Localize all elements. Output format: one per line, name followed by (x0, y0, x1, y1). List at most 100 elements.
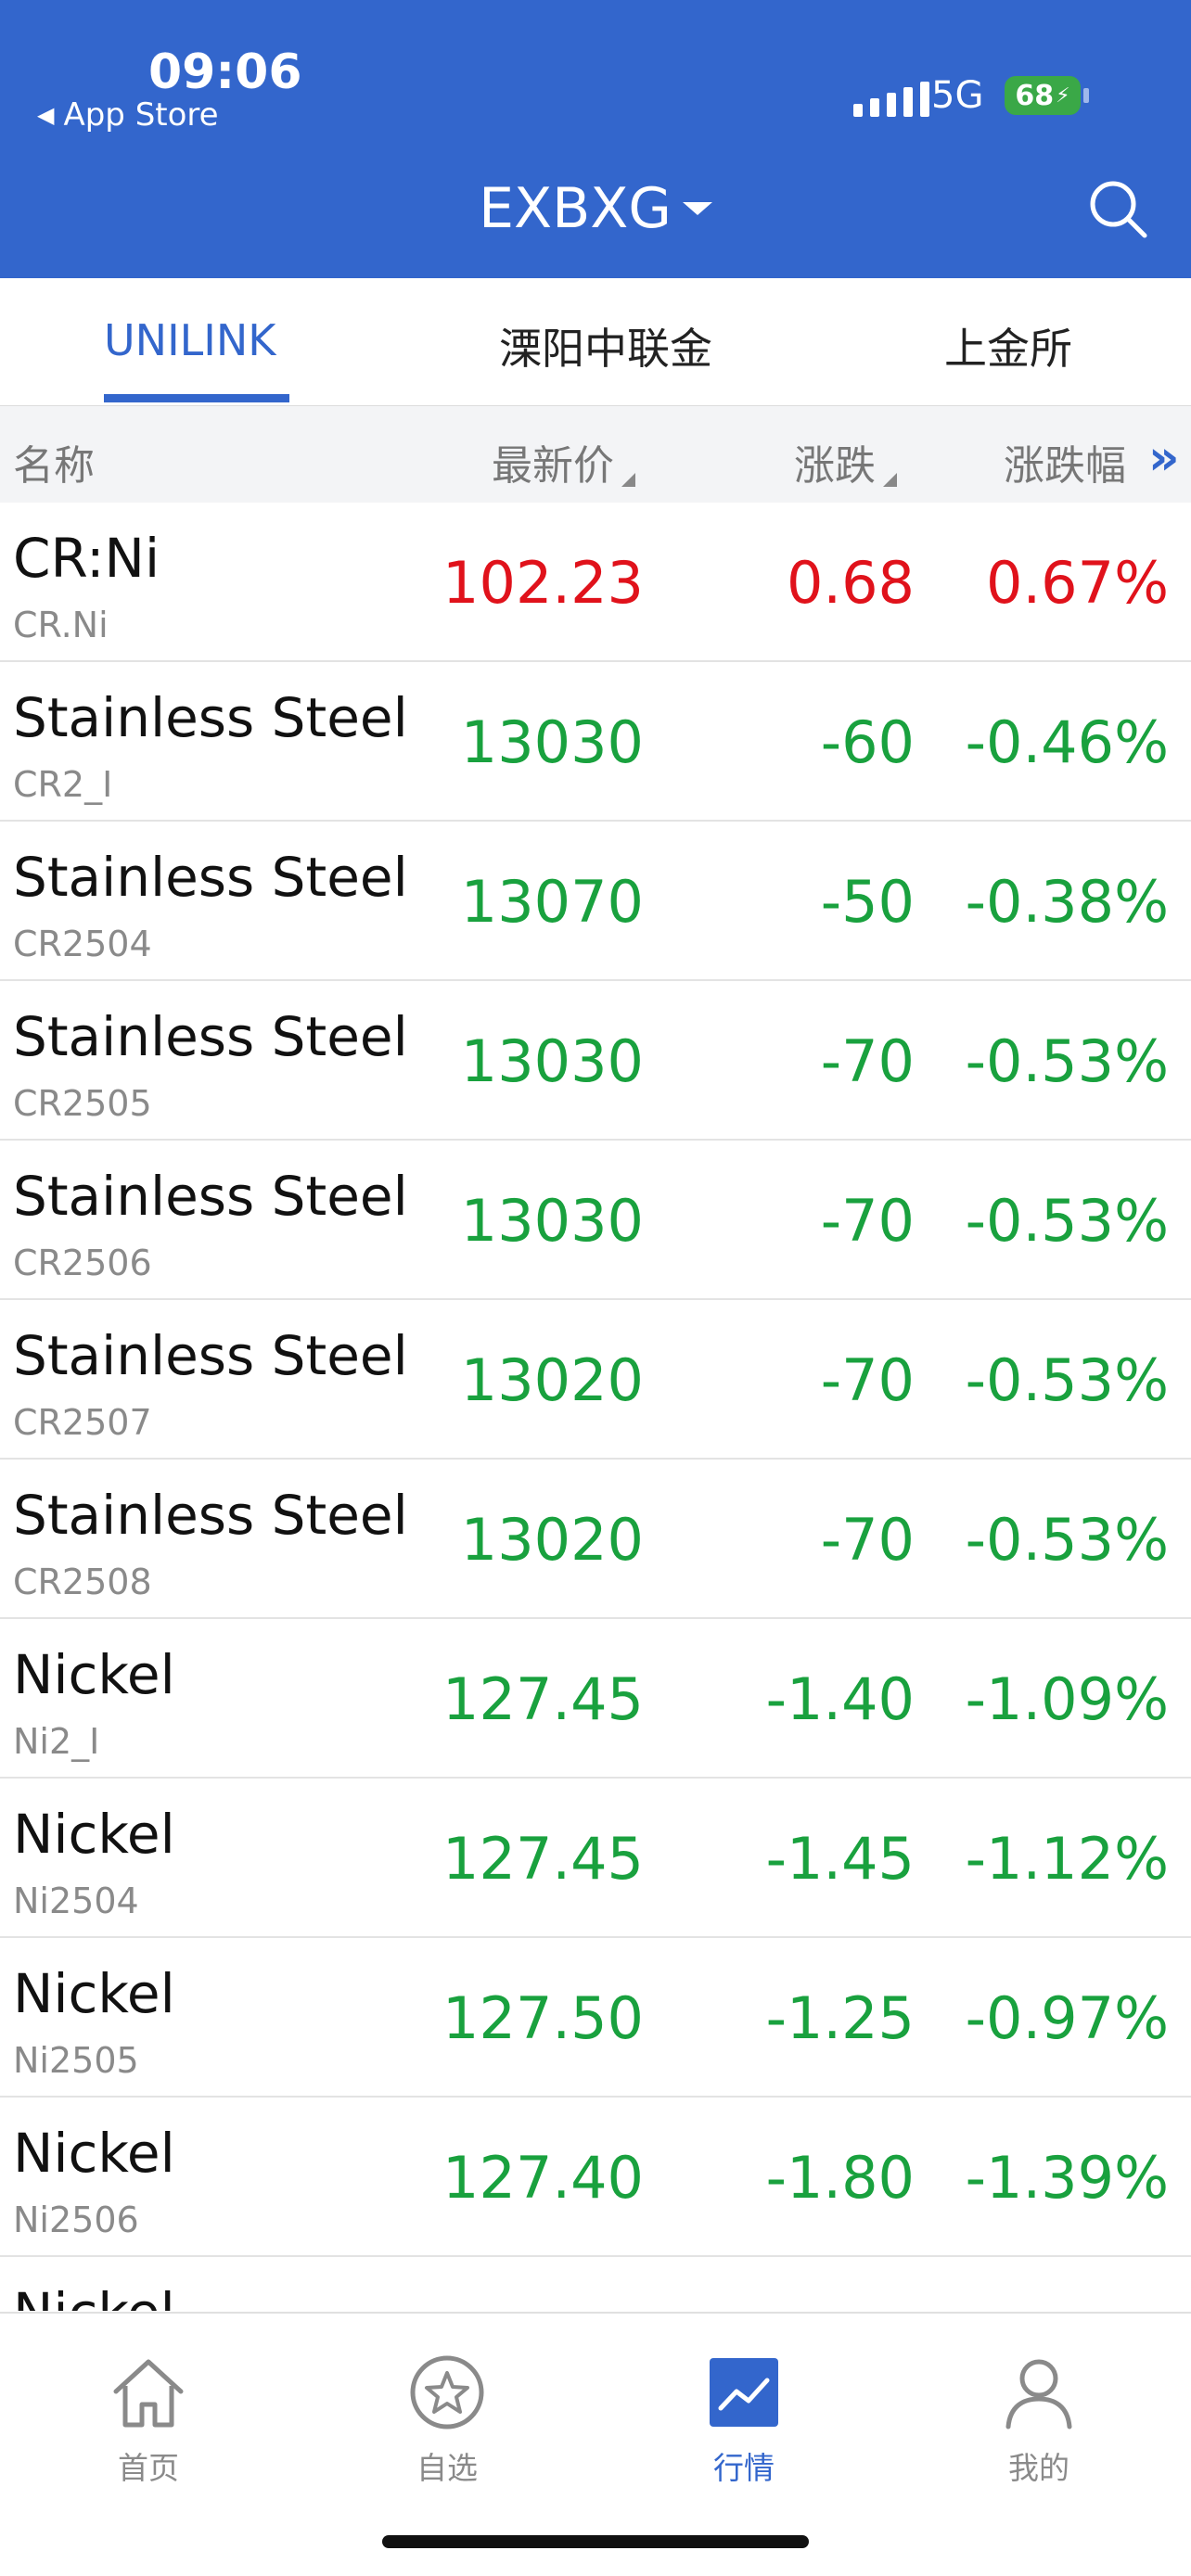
row-code: CR2507 (13, 1402, 152, 1443)
nav-title-wrap: EXBXG (0, 167, 1191, 250)
row-price: 13030 (460, 1187, 644, 1255)
exchange-selector[interactable]: EXBXG (479, 176, 712, 241)
row-pct: -1.12% (965, 1825, 1169, 1893)
row-name: Stainless Steel (13, 686, 408, 749)
row-code: CR2505 (13, 1083, 152, 1124)
row-code: CR2504 (13, 924, 152, 964)
row-pct: 0.67% (986, 549, 1169, 617)
bottom-tab-label: 行情 (713, 2450, 775, 2486)
sort-icon (621, 473, 635, 487)
row-change: -1.25 (765, 1984, 915, 2052)
column-header: 名称 最新价 涨跌 涨跌幅 » (0, 406, 1191, 504)
col-price[interactable]: 最新价 (492, 432, 635, 491)
bottom-tab-watchlist[interactable]: 自选 (373, 2351, 521, 2488)
row-price: 127.45 (442, 1825, 644, 1893)
exchange-tabs: UNILINK 溧阳中联金 上金所 (0, 278, 1191, 406)
row-price: 13030 (460, 1027, 644, 1095)
row-change: -1.35 (766, 2303, 915, 2311)
row-code: Ni2505 (13, 2040, 139, 2081)
person-icon (1005, 2359, 1072, 2429)
row-change: -1.80 (765, 2144, 915, 2212)
row-price: 127.40 (442, 2144, 644, 2212)
row-code: CR2508 (13, 1562, 152, 1602)
row-price: 13020 (460, 1506, 644, 1574)
row-change: -50 (820, 868, 915, 936)
row-code: Ni2_I (13, 1721, 100, 1762)
row-change: -70 (820, 1027, 915, 1095)
quote-row[interactable]: Nickel 127.50 -1.35 -1.05% (0, 2257, 1191, 2311)
quote-row[interactable]: Stainless Steel CR2507 13020 -70 -0.53% (0, 1300, 1191, 1460)
row-pct: -0.53% (965, 1027, 1169, 1095)
tabbar-divider (0, 2312, 1191, 2314)
row-name: Nickel (13, 2122, 175, 2185)
col-change-label: 涨跌 (794, 442, 876, 490)
row-price: 13070 (460, 868, 644, 936)
row-name: Stainless Steel (13, 1005, 408, 1068)
sort-icon (883, 473, 897, 487)
row-change: 0.68 (786, 549, 915, 617)
battery-icon: 68 ⚡ (1005, 76, 1081, 115)
row-price: 127.50 (442, 2303, 644, 2311)
bottom-tab-me[interactable]: 我的 (965, 2351, 1113, 2488)
star-icon (410, 2355, 484, 2429)
caret-down-icon (682, 202, 712, 215)
quote-row[interactable]: Stainless Steel CR2508 13020 -70 -0.53% (0, 1460, 1191, 1619)
row-code: CR2_I (13, 764, 113, 805)
quote-row[interactable]: Stainless Steel CR2505 13030 -70 -0.53% (0, 981, 1191, 1141)
bottom-tab-market[interactable]: 行情 (670, 2351, 818, 2488)
col-pct[interactable]: 涨跌幅 (1004, 442, 1126, 490)
col-name: 名称 (13, 442, 95, 490)
col-change[interactable]: 涨跌 (794, 432, 897, 491)
row-name: Nickel (13, 1962, 175, 2025)
row-price: 13030 (460, 708, 644, 776)
back-to-app-store[interactable]: ◀ App Store (37, 96, 219, 134)
row-name: Stainless Steel (13, 846, 408, 909)
bottom-tab-label: 我的 (1008, 2450, 1069, 2486)
quote-row[interactable]: Nickel Ni2_I 127.45 -1.40 -1.09% (0, 1619, 1191, 1779)
row-pct: -1.09% (965, 1665, 1169, 1733)
quote-row[interactable]: Stainless Steel CR2506 13030 -70 -0.53% (0, 1141, 1191, 1300)
row-name: Stainless Steel (13, 1165, 408, 1228)
battery-tip (1083, 88, 1089, 103)
tab-sge[interactable]: 上金所 (944, 324, 1072, 374)
row-name: Nickel (13, 1803, 175, 1866)
back-label: App Store (63, 96, 219, 134)
tab-liyang[interactable]: 溧阳中联金 (499, 324, 712, 374)
search-icon[interactable] (1085, 176, 1150, 241)
row-change: -70 (820, 1346, 915, 1414)
col-price-label: 最新价 (492, 442, 614, 490)
tab-unilink[interactable]: UNILINK (104, 315, 276, 365)
quote-row[interactable]: Stainless Steel CR2_I 13030 -60 -0.46% (0, 662, 1191, 822)
row-pct: -0.38% (965, 868, 1169, 936)
row-pct: -1.05% (966, 2303, 1169, 2311)
row-pct: -0.53% (965, 1187, 1169, 1255)
back-arrow-icon: ◀ (37, 102, 55, 128)
row-name: Stainless Steel (13, 1324, 408, 1387)
row-code: Ni2504 (13, 1881, 139, 1921)
network-label: 5G (931, 74, 984, 117)
home-icon (113, 2359, 184, 2428)
row-name: Stainless Steel (13, 1484, 408, 1547)
quote-list: CR:Ni CR.Ni 102.23 0.68 0.67% Stainless … (0, 503, 1191, 2311)
quote-row[interactable]: Nickel Ni2506 127.40 -1.80 -1.39% (0, 2098, 1191, 2257)
quote-row[interactable]: Stainless Steel CR2504 13070 -50 -0.38% (0, 822, 1191, 981)
bottom-tab-home[interactable]: 首页 (74, 2351, 223, 2488)
row-name: Nickel (13, 2281, 175, 2311)
row-price: 102.23 (442, 549, 644, 617)
row-price: 127.45 (442, 1665, 644, 1733)
top-header: 09:06 ◀ App Store 5G 68 ⚡ EXBXG (0, 0, 1191, 278)
quote-row[interactable]: Nickel Ni2504 127.45 -1.45 -1.12% (0, 1779, 1191, 1938)
home-indicator[interactable] (382, 2535, 809, 2548)
row-price: 127.50 (442, 1984, 644, 2052)
row-change: -1.45 (765, 1825, 915, 1893)
quote-row[interactable]: Nickel Ni2505 127.50 -1.25 -0.97% (0, 1938, 1191, 2098)
double-chevron-right-icon[interactable]: » (1148, 430, 1180, 486)
bottom-tab-bar: 首页 自选 行情 我的 (0, 2314, 1191, 2576)
battery-level: 68 (1015, 79, 1055, 112)
row-pct: -1.39% (965, 2144, 1169, 2212)
status-time: 09:06 (148, 45, 302, 100)
row-price: 13020 (460, 1346, 644, 1414)
row-code: CR2506 (13, 1243, 152, 1283)
row-change: -60 (820, 708, 915, 776)
quote-row[interactable]: CR:Ni CR.Ni 102.23 0.68 0.67% (0, 503, 1191, 662)
